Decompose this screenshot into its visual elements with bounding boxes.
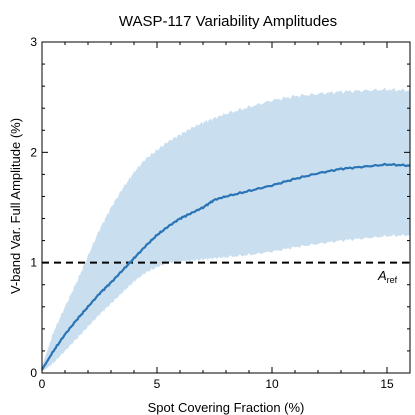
plot-area: 0 5 10 15 0 1 2 3: [30, 35, 411, 391]
x-tick-label: 5: [154, 377, 161, 391]
x-tick-label: 0: [39, 377, 46, 391]
y-tick-label: 1: [30, 256, 37, 270]
series-line: [41, 162, 411, 371]
y-tick-label: 2: [30, 145, 37, 159]
y-tick-label: 3: [30, 35, 37, 49]
x-tick-label: 15: [380, 377, 394, 391]
x-tick-label: 10: [265, 377, 279, 391]
x-axis-label: Spot Covering Fraction (%): [148, 400, 305, 415]
y-tick-label: 0: [30, 366, 37, 380]
ref-line-label-sub: ref: [387, 275, 398, 285]
chart-title: WASP-117 Variability Amplitudes: [119, 13, 337, 30]
ref-line-label-main: A: [377, 268, 387, 283]
y-axis-label: V-band Var. Full Amplitude (%): [8, 118, 23, 294]
ref-line-label: Aref: [377, 268, 398, 285]
uncertainty-band: [42, 87, 410, 372]
